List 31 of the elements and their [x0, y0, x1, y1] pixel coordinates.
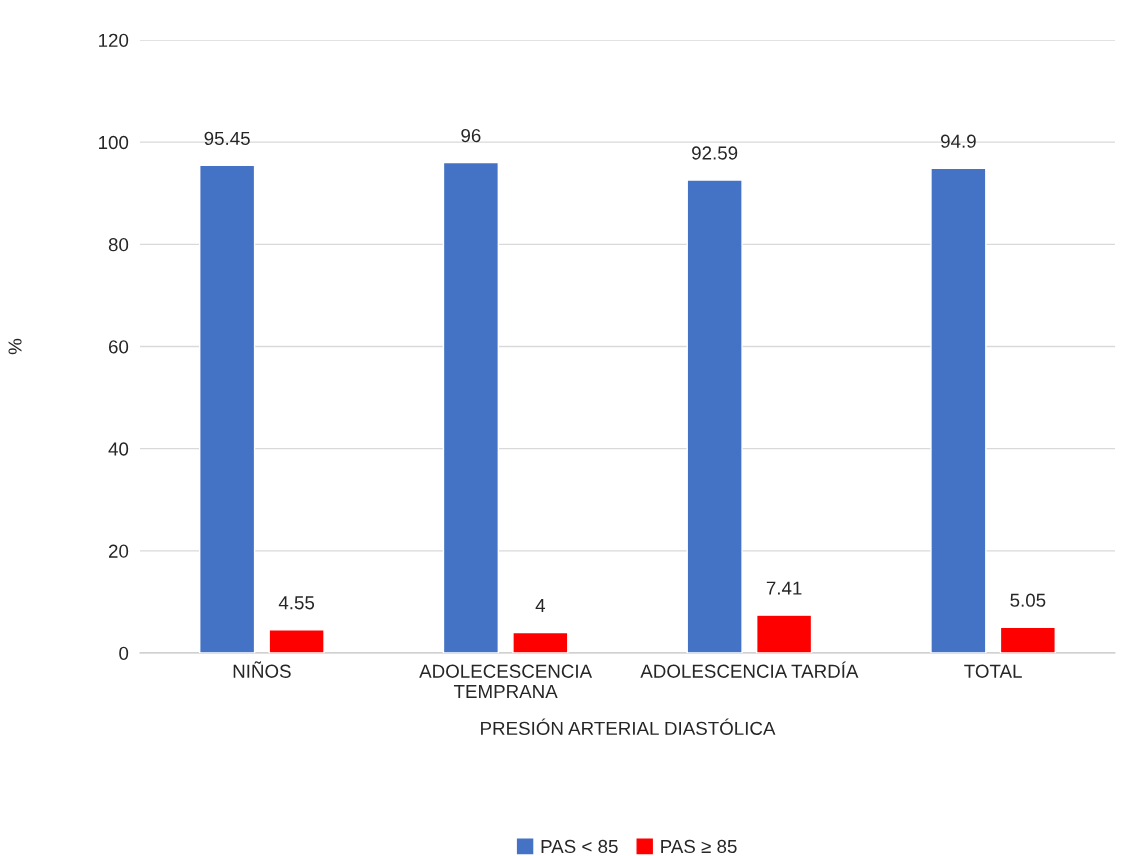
data-label: 7.41: [766, 581, 802, 595]
y-axis-title: %: [8, 338, 22, 355]
y-tick-label: 80: [108, 238, 129, 252]
y-tick-label: 120: [99, 33, 129, 47]
y-tick-label: 60: [108, 340, 129, 354]
bar: [268, 629, 325, 653]
data-label: 96: [461, 128, 481, 143]
bar: [199, 164, 256, 653]
y-tick-label: 20: [108, 544, 129, 558]
x-tick-label: ADOLESCENCIA TARDÍA: [640, 661, 859, 678]
legend-label: PAS < 85: [541, 839, 618, 854]
data-label: 95.45: [204, 131, 250, 146]
data-label: 92.59: [692, 146, 738, 160]
legend-label: PAS ≥ 85: [661, 839, 737, 854]
y-tick-label: 40: [108, 442, 129, 456]
data-label: 4: [535, 599, 546, 613]
bar: [999, 626, 1056, 653]
y-tick-label: 100: [99, 135, 129, 150]
x-tick-label: ADOLECESCENCIA TEMPRANA: [419, 664, 593, 698]
bar: [755, 614, 813, 653]
bar: [930, 167, 987, 653]
y-tick-label: 0: [119, 646, 129, 660]
bar: [512, 631, 569, 653]
data-label: 94.9: [941, 134, 976, 148]
data-label: 5.05: [1010, 593, 1046, 607]
x-tick-label: TOTAL: [964, 664, 1022, 678]
bar: [442, 161, 500, 653]
x-axis-title: PRESIÓN ARTERIAL DIASTÓLICA: [481, 718, 776, 735]
bar: [686, 179, 743, 653]
x-tick-label: NIÑOS: [233, 661, 291, 678]
data-label: 4.55: [278, 596, 315, 610]
